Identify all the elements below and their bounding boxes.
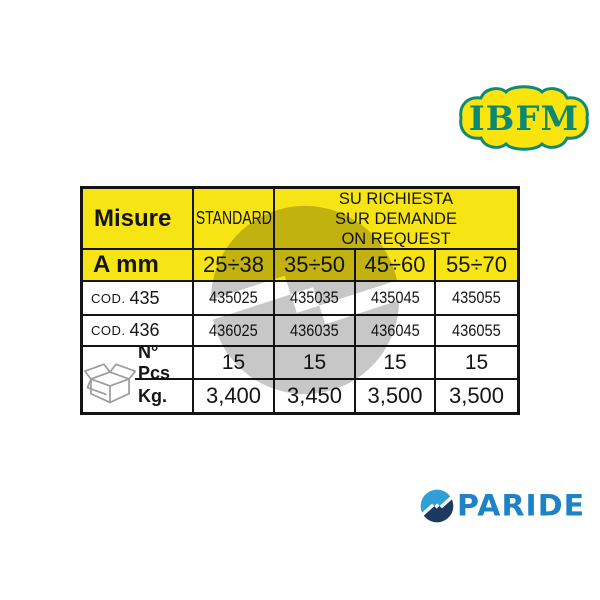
size-value-1: 25÷38 xyxy=(194,250,275,282)
cod-436-value-4: 436055 xyxy=(436,316,517,347)
size-value-3: 45÷60 xyxy=(356,250,436,282)
cod-435-value-4: 435055 xyxy=(436,282,517,316)
kg-value-4: 3,500 xyxy=(448,383,505,408)
packaging-label-cell: N° Pcs Kg. xyxy=(83,342,194,412)
cod-435-value-1: 435025 xyxy=(194,282,275,316)
cod-435-value-2: 435035 xyxy=(275,282,356,316)
header-misure: Misure xyxy=(83,189,194,250)
cod-prefix: COD. xyxy=(91,290,126,306)
header-standard: STANDARD xyxy=(194,189,275,250)
packaging-sublabels: N° Pcs Kg. xyxy=(135,342,192,412)
cod-436-value-1: 436025 xyxy=(194,316,275,347)
header-on-request: SU RICHIESTA SUR DEMANDE ON REQUEST xyxy=(275,189,517,250)
cod-436-value-3: 436045 xyxy=(356,316,436,347)
header-request-line-1: SU RICHIESTA xyxy=(338,189,454,208)
paride-s-icon xyxy=(420,489,454,523)
spec-table: Misure STANDARD SU RICHIESTA SUR DEMANDE… xyxy=(80,186,520,415)
kg-value-1: 3,400 xyxy=(194,380,275,412)
ibfm-logo: IBFM xyxy=(453,79,595,157)
kg-row-label: Kg. xyxy=(138,385,167,406)
cod-436-value-2: 436035 xyxy=(275,316,356,347)
cod-number: 436 xyxy=(129,320,160,340)
cod-436-label: COD. 436 xyxy=(83,316,194,347)
ibfm-logo-text: IBFM xyxy=(468,98,580,139)
pcs-value-3: 15 xyxy=(356,347,436,380)
cod-number: 435 xyxy=(129,287,160,308)
cod-prefix: COD. xyxy=(91,323,126,338)
paride-logo: PARIDE xyxy=(420,487,585,525)
pcs-value-4: 15 xyxy=(436,347,517,380)
size-value-4: 55÷70 xyxy=(436,250,517,282)
header-standard-label: STANDARD xyxy=(195,208,272,228)
ibfm-plaque-icon xyxy=(459,85,589,151)
open-box-icon xyxy=(84,363,136,404)
pcs-value-2: 15 xyxy=(275,347,356,380)
size-value-2: 35÷50 xyxy=(275,250,356,282)
paride-logo-text: PARIDE xyxy=(457,489,586,523)
pcs-row-label-wrap: N° Pcs xyxy=(135,342,192,383)
cod-435-value-3: 435045 xyxy=(356,282,436,316)
kg-value-3: 3,500 xyxy=(356,380,436,412)
header-request-line-3: ON REQUEST xyxy=(341,229,451,248)
size-row-label: A mm xyxy=(83,250,194,282)
cod-435-label: COD. 435 xyxy=(83,282,194,316)
header-request-line-2: SUR DEMANDE xyxy=(335,209,457,228)
pcs-row-label: N° Pcs xyxy=(138,341,171,383)
pcs-value-1: 15 xyxy=(194,347,275,380)
kg-row-label-wrap: Kg. xyxy=(135,378,192,412)
kg-value-2: 3,450 xyxy=(275,380,356,412)
